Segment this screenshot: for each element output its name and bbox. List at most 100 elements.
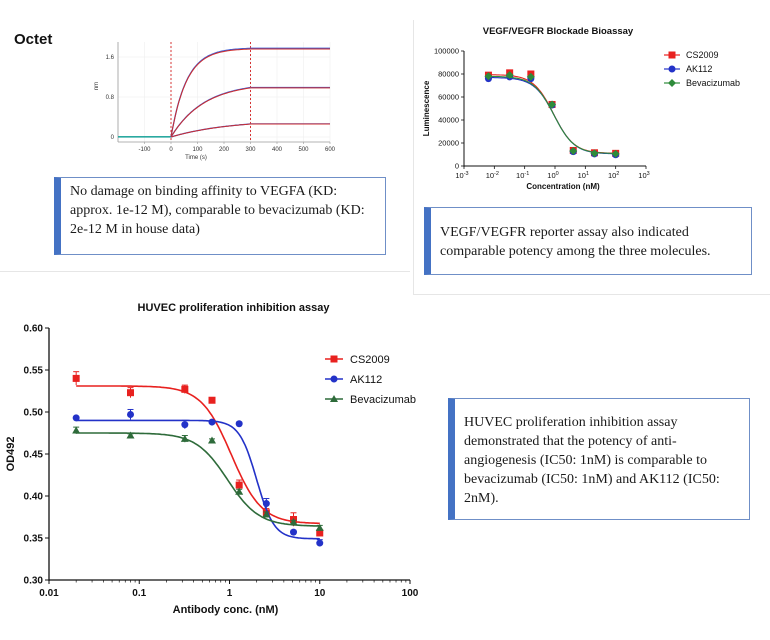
octet-x-tick-label: 100 (192, 147, 203, 153)
vegf-fit-cs2009 (488, 74, 616, 154)
huvec-point-cs2009 (235, 481, 243, 489)
vegf-point-bevacizumab (484, 72, 493, 81)
vegf-legend-ak112: AK112 (686, 64, 712, 74)
vegf-point-bevacizumab (611, 149, 620, 158)
vegf-y-tick-label: 0 (455, 162, 459, 171)
vegf-legend-bevacizumab: Bevacizumab (686, 78, 740, 88)
vegf-y-tick-label: 80000 (438, 70, 459, 79)
huvec-y-tick-label: 0.30 (24, 576, 44, 587)
huvec-y-tick-label: 0.35 (24, 534, 44, 545)
huvec-legend-marker (330, 355, 338, 363)
octet-x-tick-label: 500 (298, 147, 309, 153)
huvec-x-tick-label: 0.01 (39, 588, 59, 599)
vegf-x-label: Concentration (nM) (526, 182, 600, 191)
vegf-x-tick-label: 100 (547, 171, 558, 180)
huvec-y-label: OD492 (5, 437, 17, 472)
octet-fit-curve-2 (170, 87, 330, 138)
huvec-point-bevacizumab (208, 436, 217, 444)
vegf-y-tick-label: 40000 (438, 116, 459, 125)
huvec-x-tick-label: 100 (402, 588, 419, 599)
huvec-y-tick-label: 0.50 (24, 408, 44, 419)
huvec-x-tick-label: 0.1 (132, 588, 146, 599)
huvec-point-bevacizumab (72, 426, 81, 434)
octet-y-tick-label: 1.6 (106, 55, 115, 61)
huvec-x-tick-label: 10 (314, 588, 326, 599)
huvec-title: HUVEC proliferation inhibition assay (138, 302, 331, 314)
huvec-point-ak112 (127, 411, 135, 419)
octet-fit-curve-1 (170, 48, 330, 138)
huvec-y-tick-label: 0.40 (24, 492, 44, 503)
huvec-legend-marker (330, 395, 338, 402)
vegf-y-tick-label: 60000 (438, 93, 459, 102)
vegf-x-tick-label: 10-2 (486, 171, 499, 180)
panel-divider-top (0, 271, 410, 272)
octet-x-tick-label: 200 (219, 147, 230, 153)
octet-label: Octet (14, 31, 53, 48)
huvec-point-bevacizumab (289, 518, 298, 526)
huvec-callout: HUVEC proliferation inhibition assay dem… (448, 398, 750, 520)
huvec-point-cs2009 (127, 389, 135, 397)
huvec-point-cs2009 (316, 529, 324, 537)
vegf-y-label: Luminescence (422, 80, 431, 136)
vegf-point-bevacizumab (590, 149, 599, 158)
vegf-chart: VEGF/VEGFR Blockade Bioassay 0 20000 40000 6… (422, 26, 740, 191)
vegf-x-tick-label: 103 (638, 171, 649, 180)
octet-x-tick-label: 400 (272, 147, 283, 153)
vegf-point-bevacizumab (526, 72, 535, 81)
huvec-chart: HUVEC proliferation inhibition assay 0.30… (5, 302, 419, 616)
vegf-fit-ak112 (488, 77, 616, 155)
huvec-legend-marker (330, 375, 338, 383)
huvec-fit-ak112 (76, 419, 320, 540)
huvec-y-tick-label: 0.45 (24, 450, 44, 461)
huvec-point-cs2009 (181, 385, 189, 393)
vegf-point-bevacizumab (569, 147, 578, 156)
huvec-fit-bevacizumab (76, 432, 320, 527)
huvec-point-ak112 (181, 421, 189, 429)
huvec-point-ak112 (262, 500, 270, 508)
vegf-legend-marker (668, 79, 676, 87)
huvec-point-cs2009 (72, 374, 80, 382)
vegf-x-tick-label: 10-1 (516, 171, 529, 180)
vegf-x-tick-label: 102 (608, 171, 619, 180)
huvec-point-bevacizumab (126, 431, 135, 439)
huvec-point-ak112 (208, 418, 216, 426)
vegf-legend-marker (668, 51, 676, 59)
vegf-y-tick-label: 100000 (434, 47, 459, 56)
vegf-point-bevacizumab (505, 71, 514, 80)
vegf-x-tick-label: 101 (578, 171, 589, 180)
octet-x-tick-label: -100 (138, 147, 151, 153)
huvec-y-tick-label: 0.60 (24, 324, 44, 335)
vegf-title: VEGF/VEGFR Blockade Bioassay (483, 26, 634, 37)
octet-y-tick-label: 0.8 (106, 95, 115, 101)
huvec-legend-cs2009: CS2009 (350, 354, 390, 366)
huvec-point-ak112 (72, 414, 80, 422)
octet-x-tick-label: 600 (325, 147, 336, 153)
huvec-point-ak112 (316, 539, 324, 547)
vegf-point-bevacizumab (548, 100, 557, 109)
vegf-x-tick-label: 10-3 (455, 171, 468, 180)
vegf-legend-marker (668, 65, 676, 73)
octet-callout: No damage on binding affinity to VEGFA (… (54, 177, 386, 255)
huvec-point-bevacizumab (180, 434, 189, 442)
panel-divider-right-bottom (413, 294, 770, 295)
huvec-point-cs2009 (208, 396, 216, 404)
huvec-point-bevacizumab (315, 523, 324, 531)
octet-x-label: Time (s) (185, 155, 207, 161)
vegf-legend-cs2009: CS2009 (686, 50, 719, 60)
huvec-point-bevacizumab (235, 487, 244, 495)
octet-fit-curve-3 (170, 123, 330, 138)
vegf-y-tick-label: 20000 (438, 139, 459, 148)
octet-y-label: nm (94, 82, 100, 90)
huvec-x-tick-label: 1 (227, 588, 233, 599)
huvec-y-tick-label: 0.55 (24, 366, 44, 377)
octet-x-tick-label: 0 (169, 147, 173, 153)
huvec-legend-ak112: AK112 (350, 374, 382, 386)
octet-y-tick-label: 0 (111, 135, 115, 141)
huvec-legend-bevacizumab: Bevacizumab (350, 394, 416, 406)
huvec-point-bevacizumab (262, 510, 271, 518)
vegf-callout: VEGF/VEGFR reporter assay also indicated… (424, 207, 752, 275)
panel-divider-right (413, 20, 414, 294)
octet-x-tick-label: 300 (245, 147, 256, 153)
huvec-point-ak112 (235, 420, 243, 428)
vegf-fit-bevacizumab (488, 75, 616, 154)
